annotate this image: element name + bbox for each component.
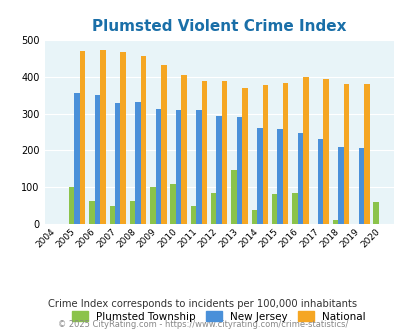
Bar	[303, 77, 308, 224]
Bar	[363, 84, 369, 224]
Text: © 2025 CityRating.com - https://www.cityrating.com/crime-statistics/: © 2025 CityRating.com - https://www.city…	[58, 320, 347, 329]
Bar	[150, 187, 155, 224]
Bar	[120, 52, 126, 224]
Bar	[175, 110, 181, 224]
Legend: Plumsted Township, New Jersey, National: Plumsted Township, New Jersey, National	[68, 307, 369, 326]
Bar	[256, 128, 262, 224]
Bar	[161, 65, 166, 224]
Bar	[109, 206, 115, 224]
Bar	[236, 117, 242, 224]
Bar	[292, 193, 297, 224]
Bar	[100, 50, 105, 224]
Bar	[190, 206, 196, 224]
Bar	[332, 219, 337, 224]
Bar	[277, 129, 282, 224]
Bar	[251, 210, 256, 224]
Bar	[222, 82, 227, 224]
Bar	[141, 56, 146, 224]
Bar	[80, 51, 85, 224]
Bar	[317, 139, 323, 224]
Bar	[282, 83, 288, 224]
Bar	[242, 88, 247, 224]
Bar	[196, 110, 201, 224]
Bar	[94, 95, 100, 224]
Bar	[201, 82, 207, 224]
Bar	[262, 85, 267, 224]
Bar	[130, 201, 135, 224]
Bar	[170, 184, 175, 224]
Bar	[337, 147, 343, 224]
Bar	[115, 103, 120, 224]
Bar	[323, 79, 328, 224]
Text: Crime Index corresponds to incidents per 100,000 inhabitants: Crime Index corresponds to incidents per…	[48, 299, 357, 309]
Bar	[211, 193, 216, 224]
Bar	[358, 148, 363, 224]
Bar	[89, 201, 94, 224]
Bar	[297, 133, 303, 224]
Bar	[69, 187, 74, 224]
Bar	[155, 109, 161, 224]
Bar	[271, 194, 277, 224]
Bar	[74, 93, 80, 224]
Bar	[135, 102, 141, 224]
Bar	[343, 84, 348, 224]
Bar	[231, 170, 236, 224]
Bar	[216, 116, 222, 224]
Bar	[373, 202, 378, 224]
Bar	[181, 75, 186, 224]
Title: Plumsted Violent Crime Index: Plumsted Violent Crime Index	[92, 19, 345, 34]
